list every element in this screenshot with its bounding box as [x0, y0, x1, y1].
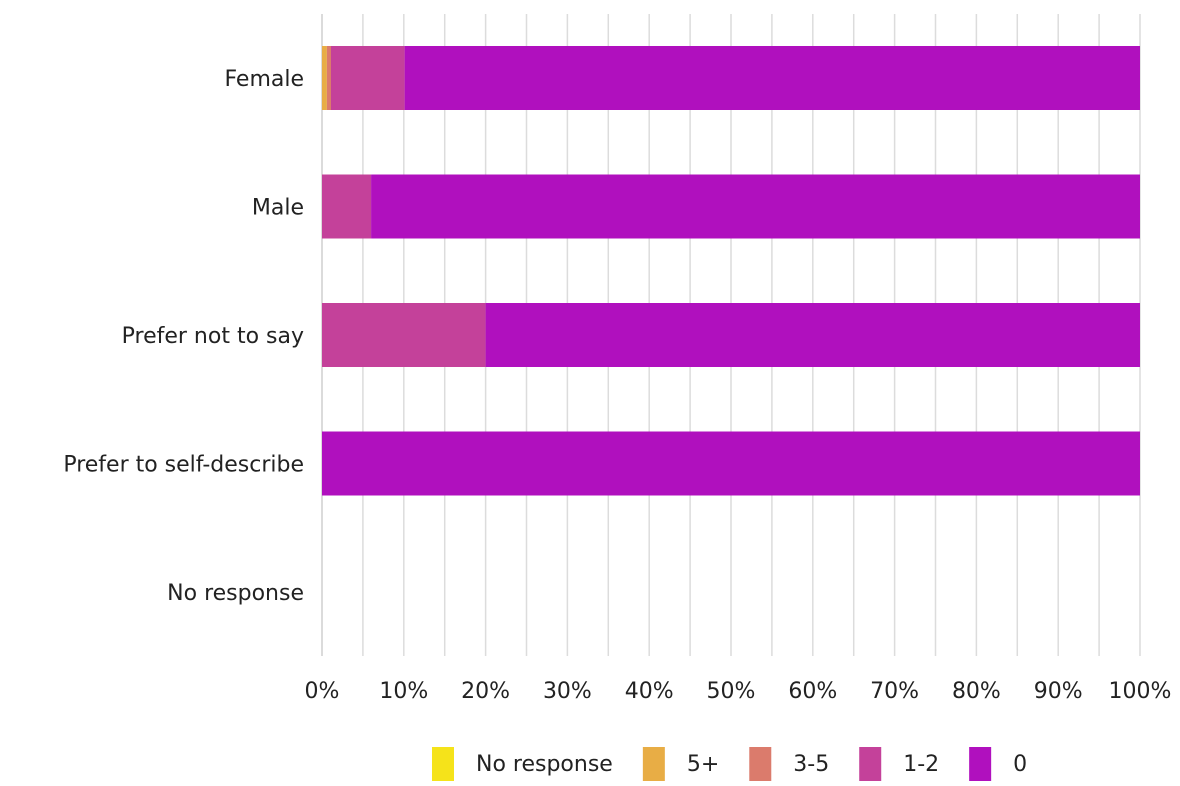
- legend-label-3-5: 3-5: [793, 752, 829, 777]
- legend-swatch-5: [642, 747, 665, 781]
- bars: [322, 46, 1141, 496]
- x-tick-label-0: 0%: [305, 679, 340, 704]
- legend-label-5: 5+: [687, 752, 719, 777]
- x-tick-label-10: 10%: [379, 679, 428, 704]
- bar-female-5: [322, 46, 327, 110]
- x-tick-label-20: 20%: [461, 679, 510, 704]
- legend-label-1-2: 1-2: [903, 752, 939, 777]
- bar-prefer-not-to-say-0: [485, 303, 1141, 367]
- category-label-female: Female: [224, 67, 304, 92]
- bar-female-3-5: [326, 46, 331, 110]
- x-tick-label-40: 40%: [625, 679, 674, 704]
- category-label-prefer-to-self-describe: Prefer to self-describe: [63, 453, 304, 478]
- x-tick-label-80: 80%: [952, 679, 1001, 704]
- x-tick-label-100: 100%: [1109, 679, 1172, 704]
- bar-male-0: [371, 174, 1141, 239]
- x-axis-tick-labels: 0% 10% 20% 30% 40% 50% 60% 70% 80% 90% 100%: [305, 679, 1172, 704]
- category-label-male: Male: [252, 196, 304, 221]
- category-labels: Female Male Prefer not to say Prefer to sel…: [63, 67, 304, 606]
- legend-label-0: 0: [1013, 752, 1027, 777]
- x-tick-label-50: 50%: [707, 679, 756, 704]
- category-label-prefer-not-to-say: Prefer not to say: [122, 324, 304, 349]
- legend-label-no-response: No response: [476, 752, 613, 777]
- category-label-no-response: No response: [167, 581, 304, 606]
- x-tick-label-60: 60%: [788, 679, 837, 704]
- legend-swatch-0: [969, 747, 992, 781]
- legend: No response 5+ 3-5 1-2 0: [432, 747, 1027, 781]
- legend-swatch-3-5: [749, 747, 772, 781]
- x-tick-label-30: 30%: [543, 679, 592, 704]
- bar-prefer-to-self-describe-0: [322, 431, 1140, 496]
- x-tick-label-90: 90%: [1034, 679, 1083, 704]
- bar-female-0: [404, 46, 1140, 110]
- legend-swatch-1-2: [859, 747, 882, 781]
- bar-male-1-2: [322, 174, 372, 239]
- bar-prefer-not-to-say-1-2: [322, 303, 486, 367]
- x-tick-label-70: 70%: [870, 679, 919, 704]
- legend-swatch-no-response: [432, 747, 454, 781]
- bar-female-1-2: [330, 46, 405, 110]
